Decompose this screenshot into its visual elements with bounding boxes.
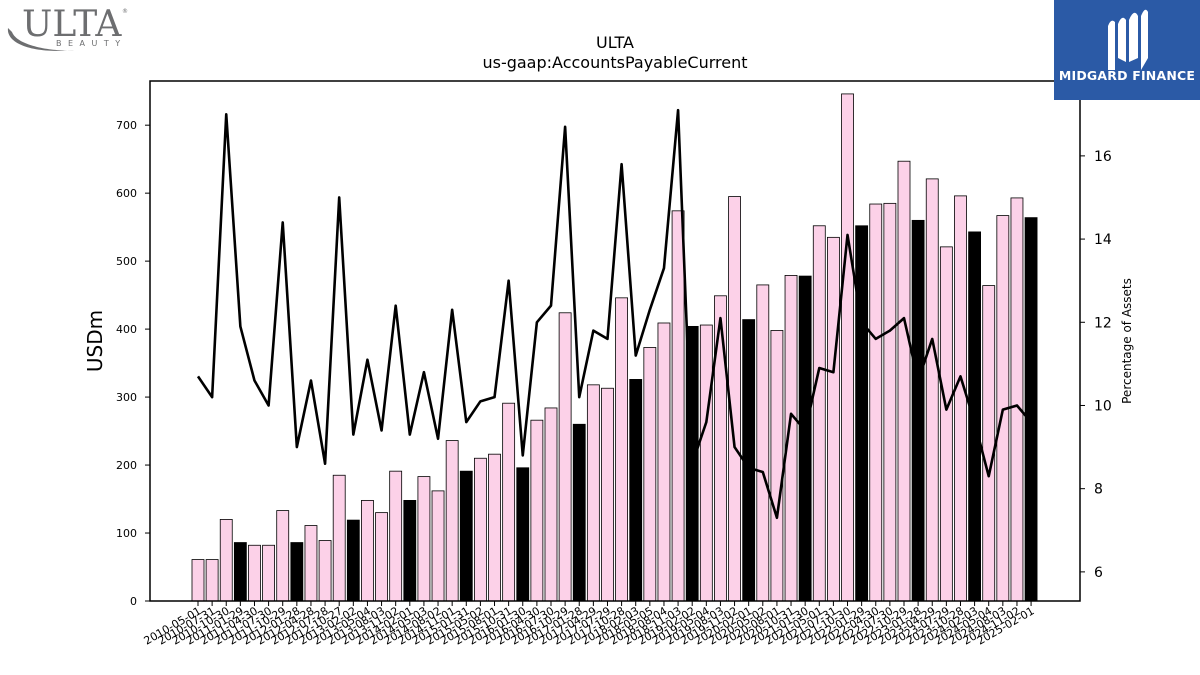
- y2-axis-label: Percentage of Assets: [1120, 278, 1134, 404]
- y-tick-label: 300: [116, 391, 137, 404]
- bar: [459, 470, 473, 602]
- y-tick-label: 200: [116, 459, 137, 472]
- bar: [897, 160, 911, 602]
- y2-tick-label: 8: [1094, 482, 1103, 498]
- bar: [601, 387, 614, 602]
- bar: [318, 540, 332, 602]
- bar: [841, 93, 854, 602]
- bar: [883, 202, 897, 602]
- bar: [968, 231, 981, 602]
- bar: [530, 419, 544, 602]
- bar: [558, 312, 572, 602]
- bar: [954, 195, 967, 602]
- bar: [812, 225, 826, 602]
- y-tick-label: 100: [116, 527, 137, 540]
- y2-tick-label: 16: [1094, 149, 1112, 165]
- ulta-wordmark: ULTA: [22, 4, 122, 45]
- bar: [276, 510, 290, 602]
- bar: [827, 236, 840, 602]
- y2-tick-label: 10: [1094, 398, 1112, 414]
- y-tick-label: 500: [116, 255, 137, 268]
- y2-tick-label: 12: [1094, 315, 1112, 331]
- chart-title: ULTA: [596, 33, 634, 52]
- bar: [403, 499, 417, 602]
- bar: [488, 453, 501, 602]
- ulta-subword: BEAUTY: [56, 39, 127, 48]
- bar: [445, 440, 459, 602]
- bar: [304, 525, 318, 602]
- bar: [925, 178, 939, 602]
- bar: [219, 519, 233, 602]
- bar: [262, 544, 276, 602]
- y-tick-label: 700: [116, 119, 137, 132]
- bar: [982, 285, 996, 602]
- y2-tick-label: 6: [1094, 565, 1103, 581]
- axes: 010020030040050060070068101214162010-05-…: [116, 80, 1112, 648]
- bar: [332, 474, 346, 602]
- bar: [798, 275, 812, 602]
- y-axis-label: USDm: [83, 310, 107, 372]
- midgard-emblem-icon: [1108, 9, 1148, 70]
- bar: [361, 499, 374, 602]
- bar: [544, 407, 558, 602]
- y-tick-label: 600: [116, 187, 137, 200]
- bar: [473, 457, 487, 602]
- bar: [191, 559, 205, 602]
- bar: [1010, 197, 1024, 602]
- line-series: [196, 108, 1033, 520]
- bar: [657, 322, 671, 602]
- bar: [290, 542, 304, 602]
- bar: [699, 324, 713, 602]
- bar: [233, 542, 247, 602]
- bar: [770, 330, 784, 602]
- midgard-logo: MIDGARD FINANCE: [1054, 0, 1200, 100]
- bar: [516, 467, 530, 602]
- bar: [615, 297, 628, 602]
- bar: [346, 519, 360, 602]
- y-tick-label: 0: [130, 595, 137, 608]
- bar: [389, 470, 403, 602]
- bar: [643, 347, 657, 602]
- bar: [671, 210, 685, 602]
- midgard-wordmark: MIDGARD FINANCE: [1058, 68, 1196, 83]
- bar: [205, 559, 219, 602]
- bar: [869, 203, 883, 602]
- chart-subtitle: us-gaap:AccountsPayableCurrent: [482, 53, 747, 72]
- ulta-logo: ULTA ® BEAUTY: [4, 2, 134, 58]
- svg-text:®: ®: [122, 8, 128, 15]
- bar: [586, 384, 600, 602]
- bar: [629, 379, 643, 602]
- bar: [939, 246, 953, 602]
- percentage-line: [196, 108, 1033, 520]
- bar: [855, 225, 869, 602]
- bar: [248, 544, 261, 602]
- bar: [1024, 217, 1038, 602]
- bar: [502, 402, 516, 602]
- bar: [431, 490, 445, 602]
- y-tick-label: 400: [116, 323, 137, 336]
- bar: [572, 423, 586, 602]
- plot-frame: [149, 80, 1081, 602]
- bar: [375, 512, 388, 602]
- bar: [911, 219, 925, 602]
- bar: [756, 284, 770, 602]
- ulta-swoosh-icon: [7, 28, 75, 51]
- y2-tick-label: 14: [1094, 232, 1112, 248]
- bar: [417, 476, 431, 602]
